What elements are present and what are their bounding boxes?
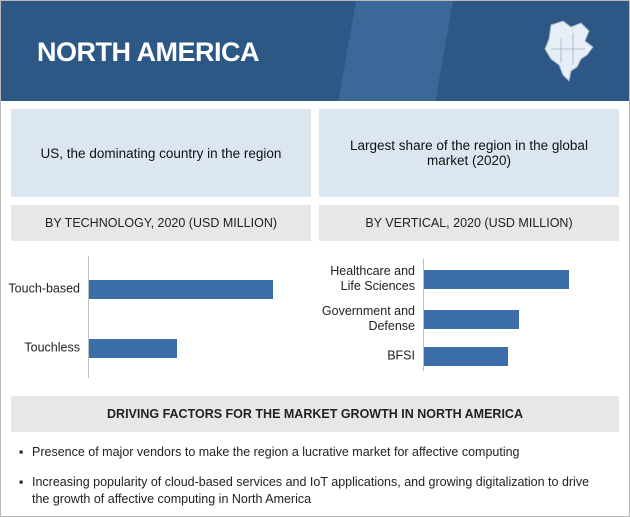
- bar: [89, 279, 273, 299]
- axis-line: [423, 259, 424, 371]
- header-band: [1, 1, 629, 101]
- category-label: Touchless: [24, 340, 80, 355]
- category-label: Government and Defense: [321, 304, 415, 333]
- category-label: BFSI: [387, 348, 415, 363]
- chart-title: BY TECHNOLOGY, 2020 (USD MILLION): [11, 205, 311, 241]
- bar: [89, 338, 177, 358]
- category-label: Touch-based: [8, 281, 80, 296]
- bar: [424, 269, 569, 289]
- driver-text: Increasing popularity of cloud-based ser…: [32, 475, 590, 506]
- map-icon: [544, 20, 594, 83]
- axis-line: [88, 256, 89, 378]
- header-title: NORTH AMERICA: [37, 37, 260, 67]
- chart-title: BY VERTICAL, 2020 (USD MILLION): [319, 205, 619, 241]
- highlight-box: Largest share of the region in the globa…: [319, 109, 619, 197]
- driver-item: Increasing popularity of cloud-based ser…: [19, 474, 609, 508]
- category-label: Healthcare and Life Sciences: [330, 264, 415, 293]
- driver-item: Presence of major vendors to make the re…: [19, 444, 609, 461]
- bar: [424, 309, 519, 329]
- bar: [424, 346, 508, 366]
- driver-text: Presence of major vendors to make the re…: [32, 445, 520, 459]
- drivers-title: DRIVING FACTORS FOR THE MARKET GROWTH IN…: [11, 396, 619, 432]
- highlight-box: US, the dominating country in the region: [11, 109, 311, 197]
